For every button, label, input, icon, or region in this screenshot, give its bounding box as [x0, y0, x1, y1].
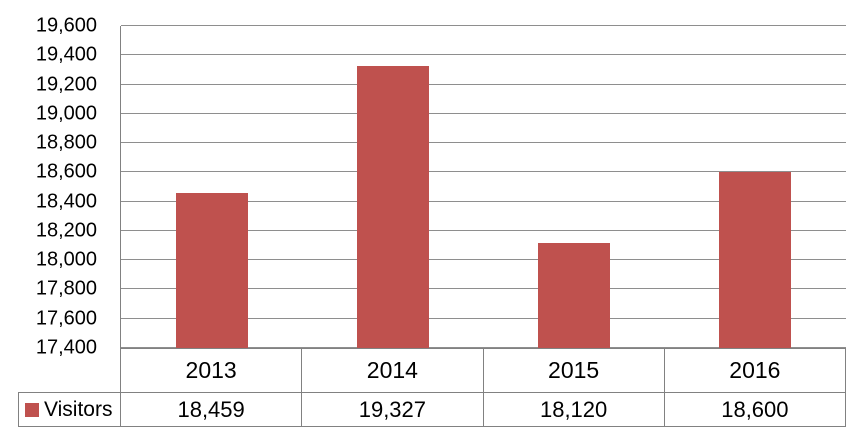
visitors-bar-2015	[538, 242, 611, 348]
legend-cell: Visitors	[19, 393, 121, 426]
gridline	[121, 347, 846, 348]
y-axis-tick-label: 19,000	[35, 102, 97, 125]
category-label-2013: 2013	[121, 349, 303, 392]
gridline	[121, 288, 846, 290]
gridline	[121, 317, 846, 319]
gridline	[121, 200, 846, 202]
y-axis-tick-label: 18,200	[35, 219, 97, 242]
category-label-2015: 2015	[484, 349, 665, 392]
plot-area	[120, 25, 846, 348]
gridline	[121, 229, 846, 231]
legend-label: Visitors	[44, 397, 113, 421]
gridline	[121, 112, 846, 114]
y-axis-tick-label: 18,400	[35, 190, 97, 213]
y-axis-tick-label: 17,400	[35, 336, 97, 359]
category-label-2016: 2016	[665, 349, 846, 392]
y-axis-tick-label: 19,200	[35, 73, 97, 96]
visitors-bar-2016	[719, 172, 792, 348]
value-cell-2016: 18,600	[665, 393, 846, 426]
data-table-row: Visitors 18,459 19,327 18,120 18,600	[18, 392, 846, 427]
gridline	[121, 259, 846, 261]
x-axis-category-row: 2013 2014 2015 2016	[120, 348, 846, 392]
category-label-2014: 2014	[302, 349, 484, 392]
gridline	[121, 54, 846, 56]
y-axis-tick-label: 17,800	[35, 277, 97, 300]
y-axis-tick-label: 19,600	[35, 14, 97, 37]
y-axis-tick-label: 17,600	[35, 307, 97, 330]
y-axis-tick-label: 18,000	[35, 248, 97, 271]
y-axis-tick-label: 18,600	[35, 160, 97, 183]
y-axis: 17,400 17,600 17,800 18,000 18,200 18,400 18,6…	[0, 0, 97, 446]
gridline	[121, 83, 846, 85]
y-axis-tick-label: 19,400	[35, 43, 97, 66]
value-cell-2015: 18,120	[484, 393, 665, 426]
visitors-bar-2013	[175, 193, 248, 348]
y-axis-tick-label: 18,800	[35, 131, 97, 154]
visitors-bar-2014	[356, 65, 429, 348]
value-cell-2013: 18,459	[121, 393, 303, 426]
gridline	[121, 142, 846, 144]
gridline	[121, 25, 846, 26]
value-cell-2014: 19,327	[302, 393, 484, 426]
visitors-series-swatch-icon	[25, 402, 39, 417]
gridline	[121, 171, 846, 173]
